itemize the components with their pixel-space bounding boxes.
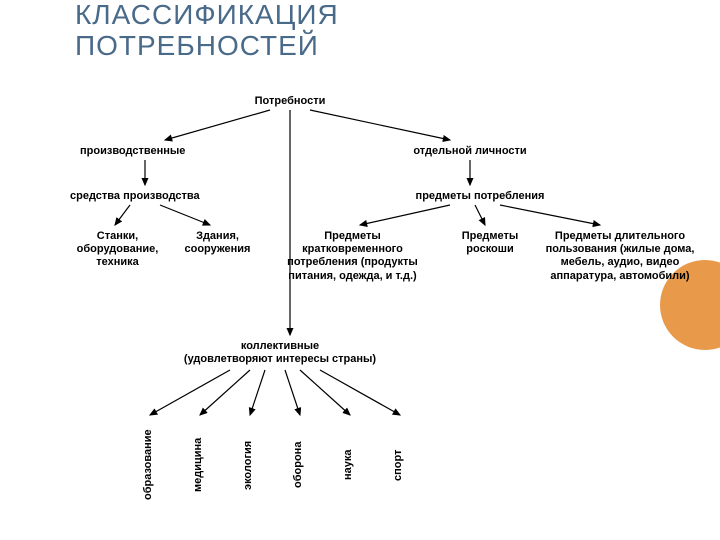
node-longterm: Предметы длительного пользования (жилые … (545, 230, 695, 283)
page-title: КЛАССИФИКАЦИЯ ПОТРЕБНОСТЕЙ (75, 0, 339, 62)
node-buildings: Здания, сооружения (175, 230, 260, 256)
leaf-eco: экология (242, 420, 254, 510)
node-luxury: Предметы роскоши (450, 230, 530, 256)
title-line1: КЛАССИФИКАЦИЯ (75, 0, 339, 30)
node-collective: коллективные (удовлетворяют интересы стр… (155, 340, 405, 366)
leaf-edu: образование (142, 420, 154, 510)
leaf-sport: спорт (392, 420, 404, 510)
node-root: Потребности (230, 95, 350, 108)
leaf-sci: наука (342, 420, 354, 510)
node-indiv: отдельной личности (390, 145, 550, 158)
node-means: средства производства (70, 190, 240, 203)
node-machines: Станки, оборудование, техника (70, 230, 165, 270)
leaf-def: оборона (292, 420, 304, 510)
node-goods: предметы потребления (390, 190, 570, 203)
node-prod: производственные (80, 145, 220, 158)
leaf-med: медицина (192, 420, 204, 510)
title-line2: ПОТРЕБНОСТЕЙ (75, 30, 319, 61)
node-shortterm: Предметы кратковременного потребления (п… (275, 230, 430, 283)
